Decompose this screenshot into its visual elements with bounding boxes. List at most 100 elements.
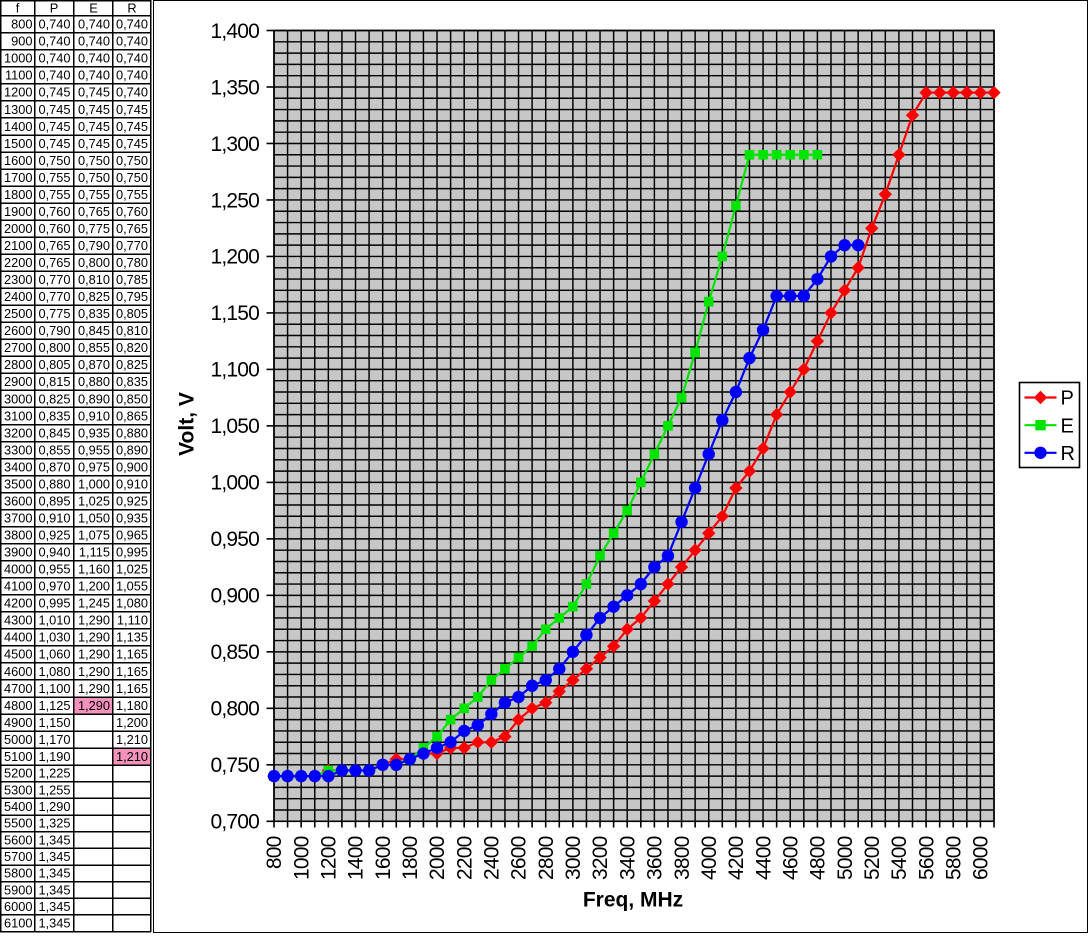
svg-text:0,810: 0,810 [116, 323, 148, 338]
svg-text:1,180: 1,180 [116, 698, 148, 713]
svg-text:1,345: 1,345 [38, 882, 70, 897]
svg-text:4600: 4600 [4, 664, 32, 679]
svg-text:6000: 6000 [970, 836, 993, 880]
svg-text:0,755: 0,755 [38, 187, 70, 202]
svg-text:E: E [89, 0, 98, 15]
svg-text:1,200: 1,200 [210, 246, 259, 269]
svg-text:0,770: 0,770 [38, 289, 70, 304]
svg-text:1,225: 1,225 [38, 766, 70, 781]
svg-text:1900: 1900 [4, 204, 32, 219]
svg-text:0,760: 0,760 [116, 204, 148, 219]
svg-text:R: R [127, 0, 136, 15]
svg-text:5700: 5700 [4, 849, 32, 864]
svg-text:0,805: 0,805 [38, 357, 70, 372]
svg-text:0,825: 0,825 [78, 289, 110, 304]
svg-text:3400: 3400 [4, 459, 32, 474]
svg-text:1,325: 1,325 [38, 816, 70, 831]
svg-text:0,790: 0,790 [38, 323, 70, 338]
svg-text:5000: 5000 [4, 732, 32, 747]
svg-text:0,740: 0,740 [116, 51, 148, 66]
svg-text:0,910: 0,910 [116, 476, 148, 491]
svg-text:1,100: 1,100 [210, 359, 259, 382]
svg-text:1,200: 1,200 [78, 579, 110, 594]
svg-text:0,755: 0,755 [78, 187, 110, 202]
svg-text:3800: 3800 [671, 836, 694, 880]
svg-text:1600: 1600 [372, 836, 395, 880]
svg-text:0,740: 0,740 [78, 68, 110, 83]
svg-text:4700: 4700 [4, 681, 32, 696]
svg-text:1,000: 1,000 [210, 472, 259, 495]
svg-text:5200: 5200 [861, 836, 884, 880]
svg-text:4000: 4000 [4, 562, 32, 577]
svg-text:0,745: 0,745 [116, 119, 148, 134]
svg-text:0,745: 0,745 [78, 136, 110, 151]
svg-text:1,075: 1,075 [78, 528, 110, 543]
svg-text:6000: 6000 [4, 899, 32, 914]
svg-text:1,115: 1,115 [79, 545, 110, 560]
svg-text:1200: 1200 [4, 85, 32, 100]
svg-text:3600: 3600 [644, 836, 667, 880]
svg-text:3200: 3200 [4, 425, 32, 440]
svg-text:2000: 2000 [4, 221, 32, 236]
svg-text:3200: 3200 [589, 836, 612, 880]
svg-text:2800: 2800 [4, 357, 32, 372]
svg-text:0,935: 0,935 [116, 510, 148, 525]
svg-text:1,245: 1,245 [78, 596, 110, 611]
svg-text:0,900: 0,900 [210, 585, 259, 608]
svg-text:0,850: 0,850 [116, 391, 148, 406]
svg-text:1,290: 1,290 [78, 613, 110, 628]
svg-text:1,080: 1,080 [38, 664, 70, 679]
svg-text:0,890: 0,890 [116, 442, 148, 457]
svg-text:1,165: 1,165 [116, 681, 148, 696]
svg-text:R: R [1061, 443, 1075, 465]
svg-text:4600: 4600 [779, 836, 802, 880]
svg-text:1,100: 1,100 [38, 681, 70, 696]
svg-text:1,290: 1,290 [78, 647, 110, 662]
svg-text:1,210: 1,210 [116, 749, 148, 764]
svg-text:Volt, V: Volt, V [176, 392, 199, 456]
svg-text:0,820: 0,820 [116, 340, 148, 355]
svg-text:3300: 3300 [4, 442, 32, 457]
svg-text:0,975: 0,975 [78, 459, 110, 474]
svg-text:0,740: 0,740 [116, 68, 148, 83]
svg-text:800: 800 [263, 836, 286, 869]
svg-text:0,775: 0,775 [78, 221, 110, 236]
svg-text:0,895: 0,895 [38, 493, 70, 508]
svg-text:900: 900 [11, 34, 32, 49]
svg-text:0,805: 0,805 [116, 306, 148, 321]
svg-text:3600: 3600 [4, 493, 32, 508]
svg-text:1,025: 1,025 [78, 493, 110, 508]
svg-text:3800: 3800 [4, 528, 32, 543]
svg-text:0,880: 0,880 [116, 425, 148, 440]
svg-text:3000: 3000 [4, 391, 32, 406]
svg-text:2400: 2400 [481, 836, 504, 880]
svg-text:1,290: 1,290 [38, 799, 70, 814]
svg-text:0,925: 0,925 [38, 528, 70, 543]
svg-text:0,935: 0,935 [78, 425, 110, 440]
svg-text:0,780: 0,780 [116, 255, 148, 270]
svg-text:0,700: 0,700 [210, 811, 259, 834]
svg-text:1,290: 1,290 [78, 630, 110, 645]
svg-text:0,800: 0,800 [78, 255, 110, 270]
svg-text:3900: 3900 [4, 545, 32, 560]
svg-text:P: P [1061, 388, 1074, 410]
svg-text:0,800: 0,800 [38, 340, 70, 355]
svg-text:0,740: 0,740 [38, 68, 70, 83]
svg-text:3100: 3100 [4, 408, 32, 423]
svg-text:f: f [16, 0, 20, 15]
svg-text:1,345: 1,345 [38, 866, 70, 881]
svg-text:2700: 2700 [4, 340, 32, 355]
svg-text:0,865: 0,865 [116, 408, 148, 423]
svg-text:2300: 2300 [4, 272, 32, 287]
svg-text:0,745: 0,745 [78, 119, 110, 134]
svg-text:4800: 4800 [807, 836, 830, 880]
svg-text:1,000: 1,000 [78, 476, 110, 491]
svg-text:1,010: 1,010 [38, 613, 70, 628]
svg-text:1,345: 1,345 [38, 899, 70, 914]
svg-text:5600: 5600 [4, 832, 32, 847]
svg-text:0,745: 0,745 [78, 85, 110, 100]
svg-text:4800: 4800 [4, 698, 32, 713]
svg-text:0,925: 0,925 [116, 493, 148, 508]
svg-text:2900: 2900 [4, 374, 32, 389]
svg-text:800: 800 [11, 17, 32, 32]
